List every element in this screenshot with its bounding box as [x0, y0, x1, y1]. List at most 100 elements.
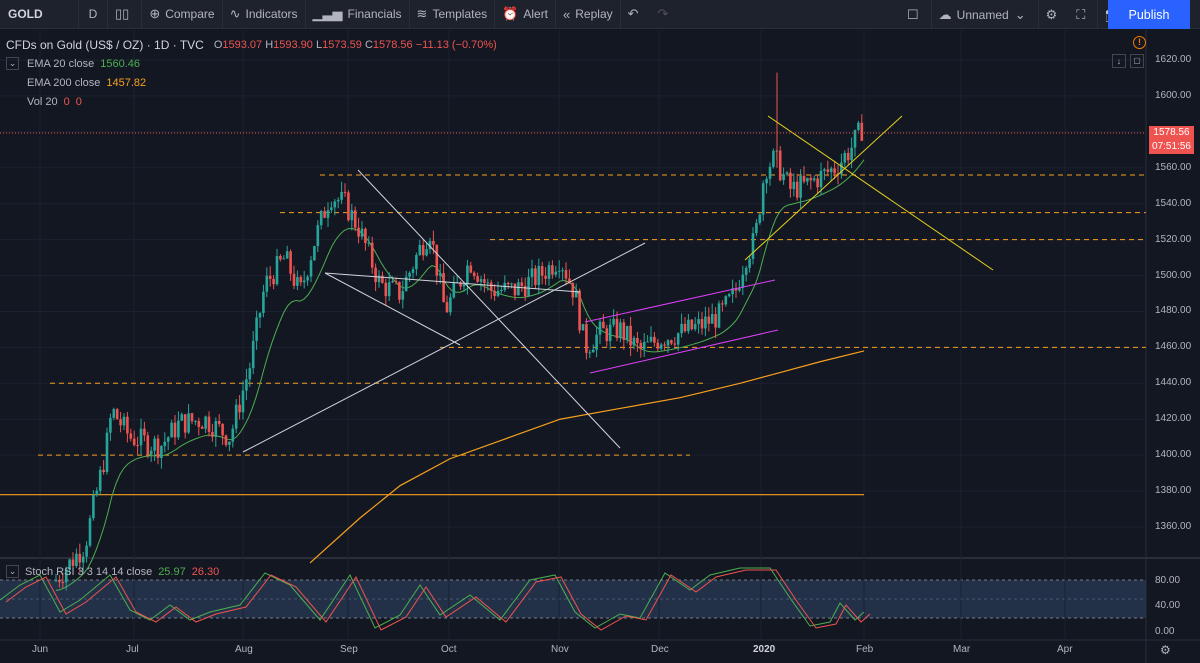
candle-body	[523, 286, 527, 297]
candle-body	[95, 490, 99, 496]
candle-body	[765, 178, 768, 184]
settings-button[interactable]: ⚙	[1039, 0, 1070, 29]
candle-body	[472, 272, 476, 277]
candle-body	[622, 322, 626, 340]
candle-body	[513, 283, 517, 296]
candle-body	[680, 323, 683, 334]
ema20-line	[55, 159, 865, 591]
candle-body	[574, 290, 578, 298]
trend-line[interactable]	[357, 169, 621, 449]
candle-body	[476, 276, 479, 282]
stoch-legend[interactable]: ⌄ Stoch RSI 3 3 14 14 close 25.97 26.30	[6, 565, 219, 578]
candle-body	[697, 319, 700, 325]
financials-label: Financials	[347, 7, 402, 21]
candle-body	[180, 414, 184, 421]
candle-body	[197, 420, 201, 427]
undo-button[interactable]: ↶	[621, 0, 651, 29]
layout-menu[interactable]: ☁ Unnamed ⌄	[932, 0, 1038, 29]
candle-body	[673, 343, 677, 345]
financials-icon: ▁▃▅	[312, 6, 343, 21]
cloud-icon: ☁	[938, 6, 952, 22]
candle-body	[683, 323, 687, 332]
publish-button[interactable]: Publish	[1108, 0, 1190, 29]
channel-line[interactable]	[589, 329, 779, 374]
triangle-line[interactable]	[767, 115, 994, 271]
symbol-search[interactable]: GOLD	[8, 7, 43, 21]
candle-body	[826, 169, 830, 172]
candle-body	[428, 240, 432, 250]
candle-body	[816, 178, 819, 188]
warning-icon[interactable]: !	[1133, 36, 1146, 49]
maximize-pane-icon[interactable]: ▢	[1130, 54, 1144, 68]
replay-button[interactable]: « Replay	[556, 0, 620, 29]
candle-body	[194, 420, 197, 422]
compare-button[interactable]: ⊕ Compare	[142, 0, 221, 29]
fullscreen-toggle[interactable]: ☐	[900, 0, 931, 29]
time-tick-label: Nov	[551, 644, 569, 655]
legend: CFDs on Gold (US$ / OZ) · 1D · TVC O1593…	[6, 35, 497, 111]
interval-button[interactable]: D	[88, 7, 98, 21]
candle-body	[265, 275, 269, 292]
price-tick-label: 1380.00	[1155, 485, 1192, 497]
legend-volume-row[interactable]: Vol 20 0 0	[6, 92, 497, 111]
legend-ema20-row[interactable]: ⌄ EMA 20 close 1560.46	[6, 54, 497, 73]
axis-settings-gear-icon[interactable]: ⚙	[1160, 643, 1171, 657]
candle-body	[483, 279, 486, 283]
candle-body	[724, 296, 728, 305]
trend-line[interactable]	[324, 272, 461, 346]
candle-body	[445, 302, 449, 313]
candle-body	[615, 318, 619, 339]
candle-body	[64, 569, 68, 583]
candle-body	[778, 150, 782, 181]
alert-button[interactable]: ⏰ Alert	[495, 0, 555, 29]
triangle-line[interactable]	[744, 115, 903, 261]
candle-body	[727, 294, 731, 297]
candle-body	[510, 283, 513, 285]
expand-button[interactable]: ⛶	[1069, 0, 1097, 29]
candle-body	[785, 172, 789, 175]
indicators-button[interactable]: ∿ Indicators	[223, 0, 305, 29]
collapse-chevron-icon[interactable]: ⌄	[6, 565, 19, 578]
stoch-rsi-lines	[0, 567, 871, 631]
candle-body	[302, 280, 306, 283]
legend-ema200-row[interactable]: EMA 200 close 1457.82	[6, 73, 497, 92]
trend-line[interactable]	[324, 272, 581, 293]
candle-body	[268, 275, 272, 279]
candle-body	[656, 342, 660, 349]
candle-body	[707, 316, 711, 324]
candle-body	[248, 368, 252, 380]
time-tick-label: Apr	[1057, 644, 1073, 655]
chart-type-button[interactable]: ▯▯	[108, 0, 141, 29]
candle-body	[275, 256, 279, 285]
candle-body	[367, 242, 371, 244]
candle-body	[149, 450, 153, 455]
candle-body	[92, 495, 95, 519]
candle-body	[425, 249, 428, 256]
trend-line[interactable]	[242, 242, 646, 453]
time-tick-label: Jul	[126, 644, 139, 655]
candle-body	[496, 290, 500, 297]
candle-body	[299, 277, 303, 283]
candle-body	[595, 334, 598, 350]
candle-body	[520, 282, 524, 287]
candle-body	[432, 240, 435, 245]
financials-button[interactable]: ▁▃▅ Financials	[306, 0, 409, 29]
candle-body	[551, 265, 554, 275]
stoch-d-value: 26.30	[191, 565, 220, 578]
price-tick-label: 1400.00	[1155, 449, 1192, 461]
divider	[221, 0, 223, 29]
candle-body	[228, 441, 231, 445]
price-tick-label: 1480.00	[1155, 305, 1192, 317]
candle-body	[710, 314, 714, 324]
scroll-down-icon[interactable]: ↓	[1112, 54, 1126, 68]
redo-button[interactable]: ↷	[651, 0, 681, 29]
candle-body	[319, 210, 323, 226]
collapse-chevron-icon[interactable]: ⌄	[6, 57, 19, 70]
templates-button[interactable]: ≋ Templates	[410, 0, 495, 29]
candle-body	[381, 275, 384, 283]
channel-line[interactable]	[584, 279, 776, 323]
layout-name: Unnamed	[956, 7, 1009, 22]
divider	[78, 0, 79, 29]
candle-body	[126, 416, 129, 434]
